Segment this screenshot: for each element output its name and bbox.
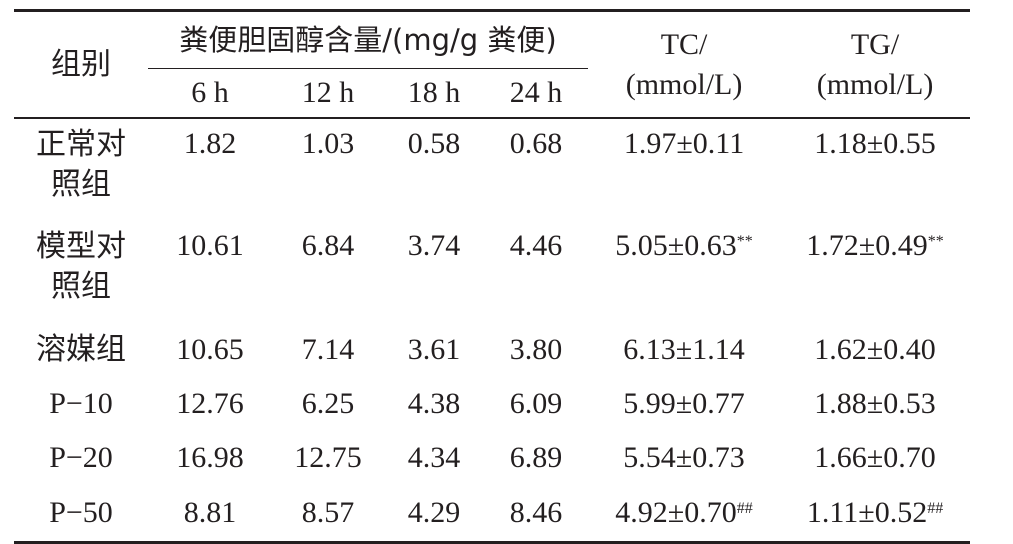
tg-header-line1: TG/ [850,27,900,61]
group-cell: 溶媒组 [36,332,126,367]
tc-value: 5.54±0.73 [588,431,780,485]
header-row-1: 组别 粪便胆固醇含量/(mg/g 粪便) TC/ (mmol/L) TG/ (m… [14,10,971,119]
value-6h: 10.65 [176,333,244,366]
value-6h: 12.76 [176,387,244,420]
tc-significance-mark: ## [736,500,753,517]
group-name-line2: 照组 [51,167,111,202]
tg-value: 1.18±0.55 [780,118,970,221]
tg-value: 1.88±0.53 [780,377,970,431]
tg-header-unit: (mmol/L) [816,67,934,101]
tg-significance-mark: ## [927,500,944,517]
tc-value: 1.97±0.11 [588,118,780,221]
value-12h: 12.75 [294,441,362,474]
value-24h: 6.89 [509,441,563,474]
value-24h: 6.09 [509,387,563,420]
table-row: 正常对 照组 1.82 1.03 0.58 0.68 1.97±0.11 1.1… [14,118,970,221]
tg-value: 1.11±0.52## [780,485,970,543]
table-row: 模型对 照组 10.61 6.84 3.74 4.46 5.05±0.63** … [14,221,970,323]
tc-mean-sd: 5.99±0.77 [623,387,745,420]
tc-mean-sd: 5.05±0.63 [615,229,737,262]
table-row: P−50 8.81 8.57 4.29 8.46 4.92±0.70## 1.1… [14,485,971,543]
tc-mean-sd: 4.92±0.70 [615,496,737,529]
results-table-frame: 组别 粪便胆固醇含量/(mg/g 粪便) TC/ (mmol/L) TG/ (m… [14,9,971,544]
tg-significance-mark: ** [927,233,944,250]
value-12h: 7.14 [301,333,355,366]
tc-value: 5.05±0.63** [588,221,780,323]
tg-value: 1.66±0.70 [780,431,970,485]
tc-mean-sd: 1.97±0.11 [623,127,745,160]
time-header-24h: 24 h [484,68,589,119]
value-6h: 1.82 [183,127,237,160]
tg-mean-sd: 1.62±0.40 [814,333,936,366]
tc-header-line1: TC/ [660,27,708,61]
value-24h: 4.46 [509,229,563,262]
value-12h: 1.03 [301,127,355,160]
tc-value: 6.13±1.14 [588,323,780,377]
group-cell: P−10 [49,387,113,420]
time-header-6h: 6 h [148,68,272,119]
value-18h: 3.61 [407,333,461,366]
tg-value: 1.72±0.49** [780,221,970,323]
tc-value: 5.99±0.77 [588,377,780,431]
group-cell: P−20 [49,441,113,474]
value-12h: 6.84 [301,229,355,262]
group-name-line1: 模型对 [36,229,126,264]
tg-mean-sd: 1.11±0.52 [806,496,928,529]
time-header-12h: 12 h [272,68,384,119]
value-18h: 4.29 [407,496,461,529]
tc-header: TC/ (mmol/L) [588,10,781,119]
value-6h: 16.98 [176,441,244,474]
tg-mean-sd: 1.88±0.53 [814,387,936,420]
header-row-2: 6 h 12 h 18 h 24 h [14,68,970,119]
value-24h: 0.68 [509,127,563,160]
tg-value: 1.62±0.40 [780,323,970,377]
results-table: 组别 粪便胆固醇含量/(mg/g 粪便) TC/ (mmol/L) TG/ (m… [14,9,971,544]
tg-mean-sd: 1.66±0.70 [814,441,936,474]
tg-mean-sd: 1.18±0.55 [814,127,936,160]
group-column-header: 组别 [14,10,148,119]
group-cell: 正常对 照组 [14,118,148,221]
value-24h: 3.80 [509,333,563,366]
tc-mean-sd: 5.54±0.73 [623,441,745,474]
group-cell: P−50 [49,496,113,529]
value-18h: 4.38 [407,387,461,420]
value-12h: 6.25 [301,387,355,420]
value-18h: 0.58 [407,127,461,160]
feces-cholesterol-header: 粪便胆固醇含量/(mg/g 粪便) [148,10,589,69]
value-6h: 8.81 [183,496,237,529]
tg-mean-sd: 1.72±0.49 [806,229,928,262]
tc-mean-sd: 6.13±1.14 [623,333,745,366]
time-header-18h: 18 h [384,68,484,119]
group-name-line2: 照组 [51,269,111,304]
value-12h: 8.57 [301,496,355,529]
value-6h: 10.61 [176,229,244,262]
value-18h: 3.74 [407,229,461,262]
tc-value: 4.92±0.70## [588,485,780,543]
tc-significance-mark: ** [736,233,753,250]
value-24h: 8.46 [509,496,563,529]
table-row: 溶媒组 10.65 7.14 3.61 3.80 6.13±1.14 1.62±… [14,323,970,377]
group-name-line1: 正常对 [36,127,126,162]
tg-header: TG/ (mmol/L) [780,10,971,119]
table-row: P−10 12.76 6.25 4.38 6.09 5.99±0.77 1.88… [14,377,970,431]
group-cell: 模型对 照组 [14,221,148,323]
value-18h: 4.34 [407,441,461,474]
tc-header-unit: (mmol/L) [625,67,743,101]
table-row: P−20 16.98 12.75 4.34 6.89 5.54±0.73 1.6… [14,431,970,485]
